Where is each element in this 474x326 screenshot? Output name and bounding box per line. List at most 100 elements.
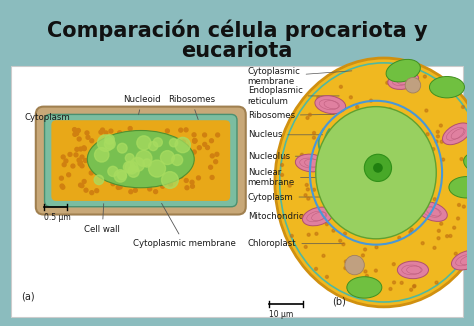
Circle shape: [382, 182, 384, 185]
Circle shape: [366, 216, 369, 219]
Circle shape: [378, 176, 381, 179]
Circle shape: [344, 267, 347, 270]
Circle shape: [373, 189, 375, 192]
Circle shape: [161, 155, 165, 159]
Circle shape: [162, 138, 166, 141]
Circle shape: [68, 153, 72, 156]
Circle shape: [364, 293, 367, 296]
Circle shape: [344, 166, 347, 169]
Circle shape: [389, 288, 392, 290]
Circle shape: [446, 235, 448, 238]
Circle shape: [435, 140, 438, 143]
Circle shape: [386, 167, 389, 170]
Circle shape: [312, 131, 316, 134]
Circle shape: [84, 188, 88, 192]
Circle shape: [390, 208, 393, 211]
Circle shape: [421, 242, 424, 245]
Circle shape: [96, 142, 100, 146]
Circle shape: [393, 177, 396, 180]
Circle shape: [193, 139, 197, 143]
Circle shape: [439, 124, 442, 127]
Circle shape: [71, 164, 75, 168]
Circle shape: [389, 108, 392, 111]
Circle shape: [449, 234, 452, 237]
Circle shape: [111, 157, 115, 161]
Circle shape: [397, 187, 400, 190]
Circle shape: [291, 234, 293, 237]
Circle shape: [83, 158, 87, 162]
Circle shape: [307, 216, 310, 219]
Circle shape: [397, 196, 400, 199]
Circle shape: [386, 186, 389, 189]
Circle shape: [175, 137, 191, 153]
Circle shape: [326, 275, 328, 278]
Circle shape: [384, 186, 387, 189]
Circle shape: [352, 170, 355, 172]
Circle shape: [64, 159, 68, 163]
Circle shape: [118, 163, 122, 167]
Circle shape: [129, 190, 133, 194]
Circle shape: [392, 151, 395, 154]
Circle shape: [170, 139, 178, 147]
Circle shape: [103, 148, 107, 152]
Text: Nucleus: Nucleus: [248, 130, 323, 139]
Circle shape: [460, 157, 463, 160]
Circle shape: [375, 165, 378, 167]
Circle shape: [360, 161, 363, 164]
Circle shape: [316, 214, 319, 217]
Circle shape: [413, 160, 416, 163]
Circle shape: [377, 190, 380, 193]
Circle shape: [191, 184, 194, 188]
Circle shape: [173, 141, 176, 144]
Circle shape: [375, 246, 378, 249]
Circle shape: [172, 171, 175, 175]
Circle shape: [454, 252, 457, 255]
Circle shape: [319, 159, 322, 162]
Circle shape: [389, 81, 392, 83]
Circle shape: [388, 192, 391, 195]
Circle shape: [362, 254, 365, 257]
Circle shape: [409, 231, 412, 234]
Circle shape: [322, 254, 325, 257]
Circle shape: [110, 167, 114, 171]
Circle shape: [364, 270, 367, 273]
Circle shape: [75, 147, 79, 151]
Circle shape: [364, 116, 366, 119]
Circle shape: [364, 114, 367, 117]
Circle shape: [410, 122, 413, 125]
Circle shape: [425, 109, 428, 112]
Circle shape: [386, 204, 389, 207]
Circle shape: [433, 246, 436, 249]
Circle shape: [179, 174, 183, 178]
Circle shape: [304, 245, 307, 248]
Circle shape: [100, 128, 104, 132]
Circle shape: [394, 113, 398, 116]
Circle shape: [304, 194, 307, 197]
Circle shape: [410, 228, 413, 231]
Circle shape: [197, 176, 201, 180]
Circle shape: [374, 154, 378, 157]
Circle shape: [346, 164, 348, 167]
Circle shape: [210, 175, 214, 179]
Circle shape: [418, 166, 420, 169]
Circle shape: [155, 134, 159, 138]
Circle shape: [90, 139, 94, 143]
Circle shape: [283, 156, 286, 159]
Circle shape: [105, 148, 109, 152]
Text: Nucleolus: Nucleolus: [248, 152, 328, 161]
Circle shape: [176, 141, 180, 145]
Circle shape: [435, 281, 438, 284]
Circle shape: [118, 185, 122, 189]
Circle shape: [61, 185, 65, 189]
Circle shape: [73, 128, 76, 131]
Circle shape: [463, 205, 465, 208]
Circle shape: [154, 190, 157, 194]
Circle shape: [344, 175, 346, 178]
Text: Chloroplast: Chloroplast: [248, 239, 344, 248]
Circle shape: [118, 171, 127, 180]
Circle shape: [338, 158, 341, 161]
Ellipse shape: [451, 250, 474, 270]
Circle shape: [165, 165, 170, 169]
Circle shape: [432, 148, 435, 151]
Circle shape: [142, 170, 146, 174]
